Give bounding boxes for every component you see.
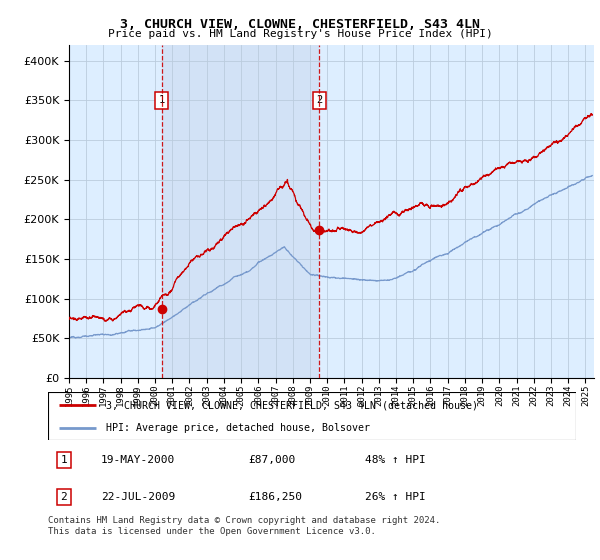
Text: 2: 2 [61,492,67,502]
Text: 3, CHURCH VIEW, CLOWNE, CHESTERFIELD, S43 4LN: 3, CHURCH VIEW, CLOWNE, CHESTERFIELD, S4… [120,18,480,31]
Text: HPI: Average price, detached house, Bolsover: HPI: Average price, detached house, Bols… [106,423,370,433]
Text: 3, CHURCH VIEW, CLOWNE, CHESTERFIELD, S43 4LN (detached house): 3, CHURCH VIEW, CLOWNE, CHESTERFIELD, S4… [106,400,478,410]
Text: 26% ↑ HPI: 26% ↑ HPI [365,492,425,502]
Text: £186,250: £186,250 [248,492,302,502]
Text: 22-JUL-2009: 22-JUL-2009 [101,492,175,502]
Text: £87,000: £87,000 [248,455,296,465]
Text: Price paid vs. HM Land Registry's House Price Index (HPI): Price paid vs. HM Land Registry's House … [107,29,493,39]
Text: 1: 1 [61,455,67,465]
Text: 19-MAY-2000: 19-MAY-2000 [101,455,175,465]
Bar [161,45,319,378]
Text: 1: 1 [158,95,165,105]
Text: 48% ↑ HPI: 48% ↑ HPI [365,455,425,465]
Text: Contains HM Land Registry data © Crown copyright and database right 2024.
This d: Contains HM Land Registry data © Crown c… [48,516,440,536]
Text: 2: 2 [316,95,323,105]
